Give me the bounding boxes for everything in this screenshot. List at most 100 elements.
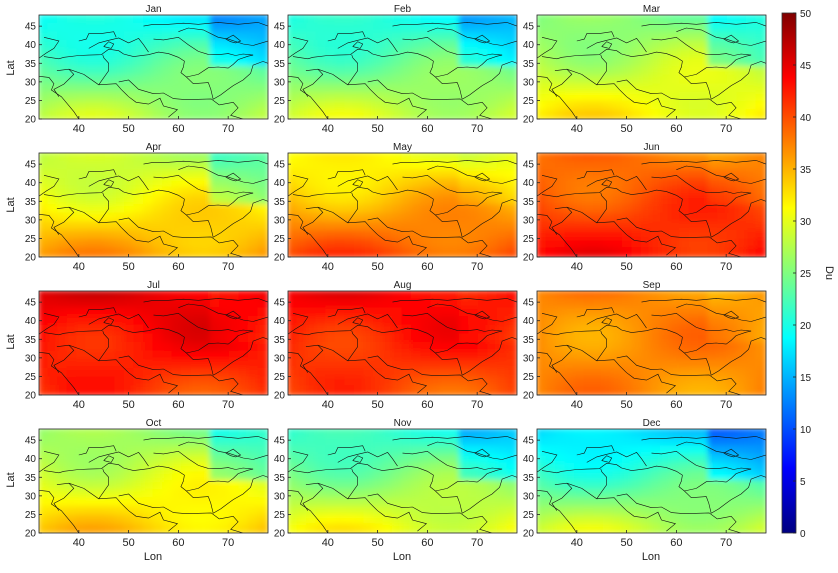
heatmap-cell [458, 523, 471, 533]
heatmap-cell [669, 454, 682, 465]
heatmap-cell [506, 230, 517, 241]
heatmap-cell [726, 178, 739, 189]
heatmap-cell [228, 523, 241, 533]
heatmap-cell [458, 169, 471, 180]
heatmap-cell [315, 169, 328, 180]
x-tick-label: 40 [73, 537, 85, 549]
heatmap-cell [477, 429, 490, 439]
heatmap-cell [602, 445, 615, 456]
y-tick-label: 30 [25, 215, 37, 226]
heatmap-cell [736, 57, 748, 68]
heatmap-cell [133, 488, 145, 500]
heatmap-cell [247, 186, 260, 198]
heatmap-cell [315, 488, 328, 500]
heatmap-cell [420, 497, 433, 508]
heatmap-cell [612, 48, 624, 60]
heatmap-cell [363, 15, 375, 25]
heatmap-cell [631, 100, 643, 112]
heatmap-cell [315, 471, 328, 482]
heatmap-cell [555, 66, 567, 77]
heatmap-cell [631, 40, 643, 51]
heatmap-cell [315, 238, 328, 250]
boundary-line [225, 448, 242, 458]
heatmap-cell [190, 83, 203, 94]
heatmap-cell [401, 523, 413, 533]
heatmap-cell [602, 480, 615, 491]
heatmap-cell [171, 153, 184, 163]
heatmap-cell [660, 376, 672, 388]
heatmap-cell [621, 350, 634, 362]
heatmap-cell [39, 83, 50, 94]
heatmap-cell [745, 307, 758, 318]
heatmap-cell [372, 238, 385, 250]
heatmap-cell [334, 454, 347, 465]
heatmap-cell [39, 212, 50, 224]
heatmap-cell [574, 74, 586, 86]
heatmap-cell [564, 247, 577, 257]
heatmap-cell [612, 178, 624, 189]
heatmap-cell [555, 57, 567, 68]
heatmap-cell [315, 212, 328, 224]
heatmap-cell [449, 342, 461, 353]
heatmap-cell [382, 169, 394, 180]
heatmap-cell [114, 436, 126, 448]
heatmap-cell [430, 109, 442, 119]
heatmap-cell [353, 462, 366, 474]
heatmap-cell [344, 350, 356, 362]
heatmap-cell [219, 359, 231, 370]
heatmap-cell [745, 153, 758, 163]
heatmap-cell [736, 523, 748, 533]
heatmap-cell [545, 247, 557, 257]
heatmap-cell [449, 195, 461, 206]
heatmap-cell [621, 221, 634, 232]
heatmap-cell [411, 160, 423, 172]
heatmap-cell [57, 57, 69, 68]
heatmap-cell [458, 359, 471, 370]
heatmap-cell [57, 497, 69, 508]
heatmap-cell [39, 221, 50, 232]
heatmap-cell [247, 92, 260, 103]
heatmap-cell [171, 429, 184, 439]
heatmap-cell [39, 230, 50, 241]
heatmap-cell [745, 350, 758, 362]
heatmap-cell [660, 462, 672, 474]
x-tick-label: 60 [421, 537, 433, 549]
heatmap-cell [288, 316, 299, 327]
heatmap-cell [162, 83, 174, 94]
heatmap-cell [679, 212, 691, 224]
heatmap-cell [200, 436, 212, 448]
heatmap-cell [602, 497, 615, 508]
heatmap-cell [57, 153, 69, 163]
heatmap-cell [736, 480, 748, 491]
heatmap-cell [707, 333, 720, 344]
heatmap-cell [315, 445, 328, 456]
heatmap-cell [745, 48, 758, 60]
heatmap-cell [641, 291, 653, 301]
heatmap-cell [602, 204, 615, 215]
x-tick-label: 70 [222, 537, 234, 549]
heatmap-cell [306, 22, 318, 34]
heatmap-cell [133, 74, 145, 86]
heatmap-cell [564, 160, 577, 172]
heatmap-cell [583, 230, 596, 241]
heatmap-cell [325, 514, 337, 526]
heatmap-cell [392, 40, 404, 51]
heatmap-cell [707, 22, 720, 34]
heatmap-cell [76, 324, 88, 336]
heatmap-cell [85, 480, 98, 491]
heatmap-cell [57, 436, 69, 448]
heatmap-cell [439, 488, 452, 500]
heatmap-cell [247, 350, 260, 362]
heatmap-cell [114, 212, 126, 224]
heatmap-cell [288, 212, 299, 224]
heatmap-cell [688, 15, 701, 25]
heatmap-cell [372, 169, 385, 180]
heatmap-cell [219, 83, 231, 94]
heatmap-cell [555, 212, 567, 224]
heatmap-cell [487, 195, 499, 206]
heatmap-cell [477, 212, 490, 224]
heatmap-cell [726, 350, 739, 362]
heatmap-cell [325, 445, 337, 456]
heatmap-cell [344, 230, 356, 241]
boundary-line [601, 179, 613, 187]
